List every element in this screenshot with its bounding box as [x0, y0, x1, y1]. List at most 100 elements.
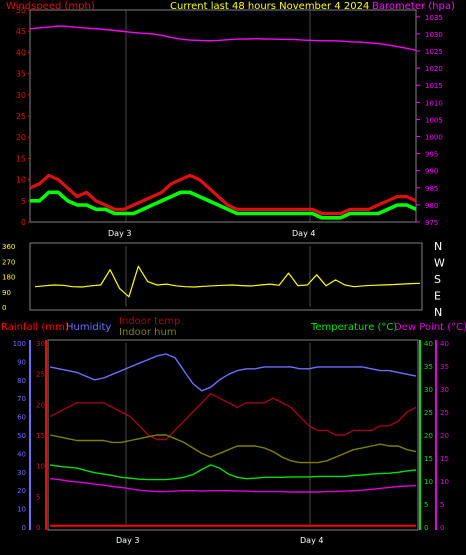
- panel2-grid: [125, 246, 311, 307]
- humidity-axis: 0 10 20 30 40 50 60 70 80 90 100: [13, 340, 26, 532]
- windspeed-tick-label: 30: [16, 91, 26, 100]
- dew-point-series: [49, 478, 417, 493]
- rainfall-tick-label: 0: [36, 524, 40, 532]
- barometer-axis: 975 980 985 990 995 1000 1005 1010 1015 1020 1025 1…: [416, 14, 443, 227]
- barometer-tick-label: 1005: [425, 116, 443, 124]
- wind-direction-tick-label: 270: [2, 258, 15, 266]
- panel3-x-tick-label: Day 4: [300, 536, 323, 545]
- humidity-tick-label: 20: [17, 487, 26, 495]
- panel1-x-axis: Day 3 Day 4: [108, 229, 315, 238]
- compass-label: S: [434, 273, 441, 286]
- windspeed-tick-label: 50: [16, 6, 26, 15]
- humidity-tick-label: 90: [17, 358, 26, 366]
- dew-point-tick-label: 5: [440, 501, 444, 509]
- rainfall-tick-label: 25: [36, 371, 45, 379]
- humidity-tick-label: 70: [17, 395, 26, 403]
- indoor-hum-series: [49, 434, 417, 464]
- panel3-frame: [47, 339, 419, 531]
- barometer-tick-label: 980: [425, 202, 438, 210]
- barometer-tick-label: 1030: [425, 31, 443, 39]
- temperature-tick-label: 10: [424, 478, 433, 486]
- barometer-tick-label: 1000: [425, 134, 443, 142]
- humidity-series: [49, 353, 417, 392]
- rainfall-tick-label: 10: [36, 463, 45, 471]
- barometer-axis-label: Barometer (hpa): [372, 1, 455, 12]
- dew-point-tick-label: 30: [440, 386, 449, 394]
- windspeed-tick-label: 0: [21, 218, 26, 227]
- wind-direction-tick-label: 180: [2, 274, 15, 282]
- temperature-tick-label: 5: [424, 501, 428, 509]
- compass-label: N: [434, 306, 442, 319]
- windspeed-axis: 0 5 10 15 20 25 30 35 40 45 50: [16, 6, 30, 227]
- windspeed-tick-label: 40: [16, 48, 26, 57]
- temperature-series: [49, 464, 417, 481]
- legend-indoor-temp: Indoor temp: [119, 316, 180, 327]
- barometer-tick-label: 1035: [425, 14, 443, 22]
- temperature-tick-label: 30: [424, 386, 433, 394]
- humidity-tick-label: 0: [22, 524, 26, 532]
- indoor-temp-series: [49, 392, 417, 441]
- windspeed-tick-label: 45: [16, 27, 26, 36]
- wind-series: [30, 190, 417, 220]
- temperature-axis: 0 5 10 15 20 25 30 35 40: [424, 340, 433, 532]
- panel2-frame: [29, 242, 423, 311]
- dew-point-tick-label: 20: [440, 432, 449, 440]
- barometer-tick-label: 1010: [425, 99, 443, 107]
- temperature-tick-label: 35: [424, 363, 433, 371]
- compass-label: N: [434, 240, 442, 253]
- temperature-tick-label: 15: [424, 455, 433, 463]
- humidity-tick-label: 100: [13, 340, 26, 348]
- rainfall-tick-label: 20: [36, 401, 45, 409]
- humidity-tick-label: 50: [17, 432, 26, 440]
- wind-direction-tick-label: 360: [2, 243, 15, 251]
- dew-point-tick-label: 15: [440, 455, 449, 463]
- dew-point-axis: 0 5 10 15 20 25 30 35 40: [440, 340, 449, 532]
- wind-direction-tick-label: 90: [2, 289, 11, 297]
- windspeed-tick-label: 25: [16, 112, 26, 121]
- gust-series: [29, 173, 417, 216]
- windspeed-axis-label: Windspeed (mph): [6, 1, 95, 12]
- barometer-series: [29, 25, 417, 51]
- panel1-series: [29, 25, 417, 220]
- panel1-x-tick-label: Day 3: [108, 229, 131, 238]
- legend-temperature: Temperature (°C): [310, 322, 397, 333]
- humidity-tick-label: 40: [17, 450, 26, 458]
- legend-rainfall: Rainfall (mm): [1, 322, 69, 333]
- panel3-series: [49, 353, 417, 527]
- panel3-x-axis: Day 3 Day 4: [116, 536, 323, 545]
- temperature-tick-label: 0: [424, 524, 428, 532]
- dew-point-tick-label: 40: [440, 340, 449, 348]
- windspeed-tick-label: 15: [16, 154, 26, 163]
- barometer-tick-label: 985: [425, 185, 438, 193]
- humidity-tick-label: 80: [17, 377, 26, 385]
- compass-label: E: [434, 290, 441, 303]
- temperature-tick-label: 40: [424, 340, 433, 348]
- windspeed-tick-label: 10: [16, 176, 26, 185]
- panel2-series: [34, 265, 421, 298]
- barometer-tick-label: 975: [425, 219, 438, 227]
- windspeed-tick-label: 35: [16, 70, 26, 79]
- barometer-tick-label: 995: [425, 151, 438, 159]
- barometer-tick-label: 1020: [425, 65, 443, 73]
- rainfall-axis: 0 5 10 15 20 25 30: [36, 340, 45, 532]
- barometer-tick-label: 1015: [425, 82, 443, 90]
- dew-point-tick-label: 0: [440, 524, 444, 532]
- panel1-grid: [125, 10, 311, 222]
- rainfall-tick-label: 5: [36, 493, 40, 501]
- humidity-tick-label: 60: [17, 414, 26, 422]
- chart-title: Current last 48 hours November 4 2024: [170, 1, 369, 12]
- compass-label: W: [434, 257, 445, 270]
- windspeed-tick-label: 5: [21, 197, 26, 206]
- panel3-x-tick-label: Day 3: [116, 536, 139, 545]
- legend-indoor-hum: Indoor hum: [119, 327, 177, 338]
- windspeed-tick-label: 20: [16, 133, 26, 142]
- legend-humidity: Humidity: [66, 322, 111, 333]
- dew-point-tick-label: 25: [440, 409, 449, 417]
- humidity-tick-label: 10: [17, 506, 26, 514]
- wind-direction-series: [34, 265, 421, 298]
